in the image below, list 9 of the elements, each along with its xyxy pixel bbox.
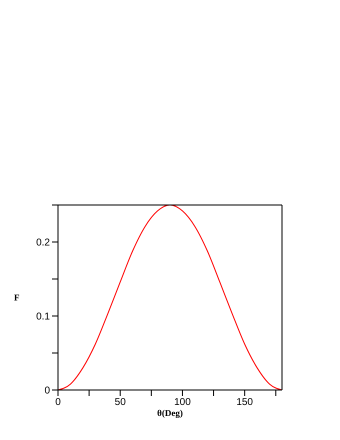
- x-axis-title: θ(Deg): [157, 408, 183, 418]
- x-tick-label: 0: [55, 397, 62, 408]
- y-tick-label: 0: [44, 386, 50, 397]
- x-tick-label: 50: [114, 397, 126, 408]
- y-tick-label: 0.1: [36, 312, 50, 323]
- x-tick-label: 150: [236, 397, 254, 408]
- y-axis-title: F: [14, 292, 20, 303]
- y-tick-label: 0.2: [36, 238, 50, 249]
- x-tick-label: 100: [174, 397, 192, 408]
